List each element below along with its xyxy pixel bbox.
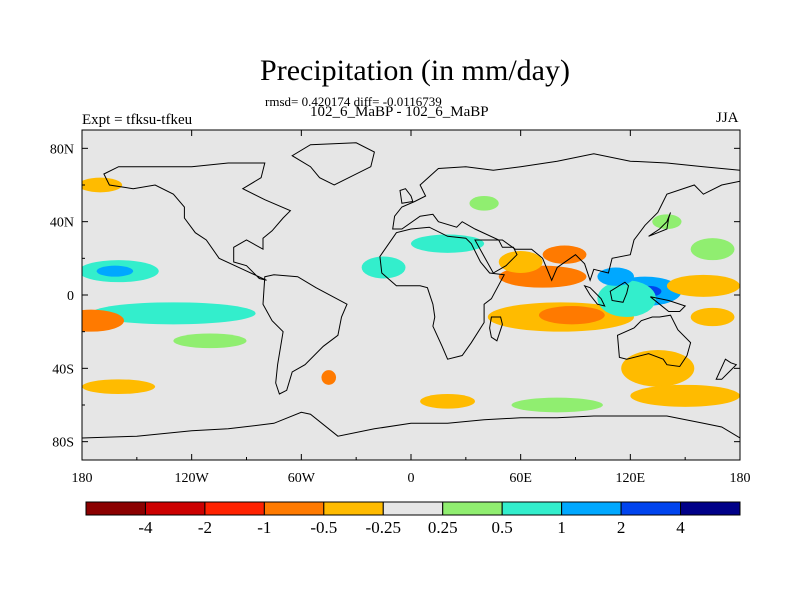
axis-ticks: 180 120W 60W 0 60E 120E 180 80N 40N 0 40S 80S: [50, 130, 751, 486]
colorbar-swatch: [382, 501, 444, 516]
colorbar-label: 0.25: [428, 518, 458, 537]
plot-title: Precipitation (in mm/day): [260, 54, 570, 87]
anomaly-region-9: [411, 234, 485, 253]
coastline-uk: [399, 188, 414, 204]
anomaly-region-27: [420, 394, 475, 409]
coastline-japan: [648, 212, 671, 237]
rmsd-diff-stats: rmsd= 0.420174 diff= -0.0116739: [265, 94, 442, 109]
anomaly-region-25: [82, 177, 123, 193]
y-tick-label: 0: [67, 289, 74, 304]
coastline-europe-asia: [392, 153, 740, 282]
colorbar-swatch: [263, 501, 325, 516]
anomaly-region-24: [511, 397, 603, 413]
colorbar-swatch: [501, 501, 563, 516]
coastline-new-zealand: [715, 358, 738, 380]
anomaly-region-4: [498, 251, 543, 273]
anomaly-region-19: [690, 307, 735, 327]
anomaly-region-18: [621, 350, 695, 387]
experiment-label: Expt = tfksu-tfkeu: [82, 112, 193, 128]
colorbar-label: 2: [617, 518, 626, 537]
coastline-antarctica: [82, 411, 740, 460]
coastline-arabia: [474, 239, 518, 274]
colorbar-swatch: [680, 501, 741, 516]
anomaly-region-16: [82, 379, 156, 394]
season-label: JJA: [716, 110, 739, 126]
coastline-south-america: [262, 274, 348, 395]
x-tick-label: 60W: [288, 471, 316, 486]
colorbar-swatch: [85, 501, 146, 516]
anomaly-region-14: [82, 309, 125, 332]
colorbar-label: -2: [198, 518, 212, 537]
anomaly-region-17: [321, 370, 337, 385]
coastline-borneo: [609, 281, 630, 303]
colorbar-swatch: [561, 501, 622, 516]
anomaly-region-15: [173, 333, 247, 349]
anomaly-region-12: [96, 265, 134, 277]
y-tick-label: 80N: [50, 142, 74, 157]
x-tick-label: 180: [72, 471, 93, 486]
anomaly-region-13: [91, 302, 256, 325]
coastline-new-guinea: [650, 296, 687, 312]
colorbar-swatch: [323, 501, 384, 516]
colorbar-swatch: [204, 501, 265, 516]
anomaly-region-1: [538, 306, 605, 325]
anomaly-region-10: [361, 256, 406, 279]
coastline-madagascar: [489, 316, 503, 342]
x-tick-label: 120W: [175, 471, 210, 486]
anomaly-region-21: [690, 238, 735, 261]
y-tick-label: 40N: [50, 216, 74, 231]
coastline-greenland: [291, 142, 375, 186]
colorbar-swatch: [620, 501, 682, 516]
y-tick-label: 40S: [52, 362, 74, 377]
case-comparison-label: 102_6_MaBP - 102_6_MaBP: [310, 104, 489, 120]
coastline-australia: [616, 314, 692, 368]
x-tick-label: 60E: [509, 471, 532, 486]
colorbar-swatch: [144, 501, 206, 516]
colorbar-label: -0.25: [366, 518, 401, 537]
x-tick-label: 0: [408, 471, 415, 486]
colorbar-label: -1: [257, 518, 271, 537]
colorbar-label: -4: [138, 518, 153, 537]
anomaly-region-7: [597, 280, 656, 317]
anomaly-region-26: [469, 196, 499, 211]
colorbar-label: 1: [557, 518, 566, 537]
coastline-africa: [379, 226, 505, 360]
colorbar-label: -0.5: [310, 518, 337, 537]
anomaly-region-23: [630, 384, 740, 407]
colorbar-label: 0.5: [492, 518, 513, 537]
coastline-north-america: [103, 162, 292, 281]
colorbar: -4 -2 -1 -0.5 -0.25 0.25 0.5 1 2 4: [85, 501, 741, 537]
y-tick-label: 80S: [52, 436, 74, 451]
x-tick-label: 120E: [616, 471, 646, 486]
anomaly-region-20: [666, 274, 740, 297]
coastline-sumatra: [583, 284, 606, 307]
anomaly-region-8: [597, 267, 634, 286]
colorbar-swatch: [442, 501, 503, 516]
coastlines: [82, 142, 740, 460]
x-tick-label: 180: [730, 471, 751, 486]
anomaly-contours: [82, 177, 740, 413]
colorbar-label: 4: [676, 518, 685, 537]
anomaly-region-3: [542, 245, 587, 264]
